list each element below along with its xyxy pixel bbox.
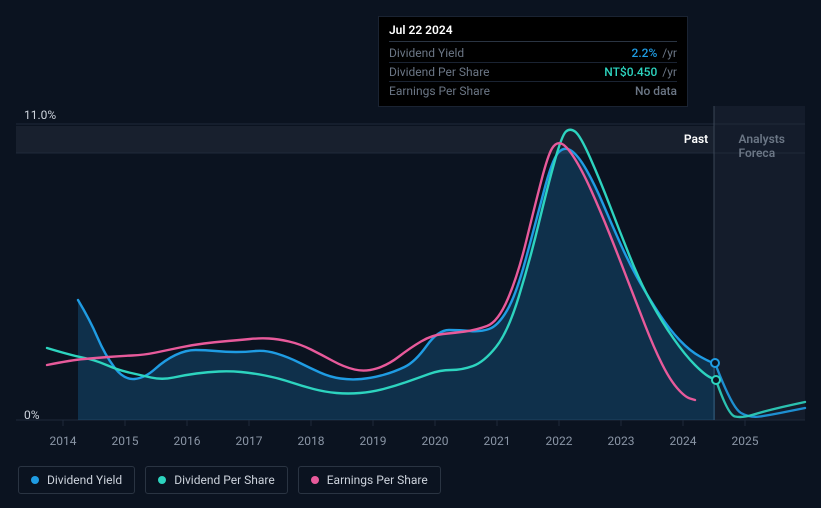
tooltip-row-value: NT$0.450 /yr (604, 65, 677, 79)
legend-label: Dividend Per Share (174, 473, 275, 487)
legend-item[interactable]: Dividend Per Share (145, 466, 288, 494)
tooltip-row-value: No data (635, 84, 677, 98)
x-axis-label: 2025 (732, 434, 759, 448)
legend-label: Earnings Per Share (327, 473, 428, 487)
x-axis-label: 2016 (174, 434, 201, 448)
legend-item[interactable]: Dividend Yield (18, 466, 135, 494)
legend-dot (158, 476, 166, 484)
y-axis-min-label: 0% (24, 408, 40, 422)
x-axis-label: 2017 (236, 434, 263, 448)
x-axis-label: 2014 (50, 434, 77, 448)
x-axis-label: 2024 (670, 434, 697, 448)
legend-dot (31, 476, 39, 484)
x-axis-label: 2019 (360, 434, 387, 448)
x-axis-label: 2020 (422, 434, 449, 448)
tooltip-row: Dividend Per Share NT$0.450 /yr (389, 63, 677, 82)
tooltip-row-label: Dividend Yield (389, 46, 464, 60)
x-axis-label: 2021 (484, 434, 511, 448)
series-end-marker (711, 359, 719, 367)
dividend-chart: 11.0% 0% 2014 2015 2016 2017 2018 2019 2020 202… (0, 0, 821, 508)
legend-dot (311, 476, 319, 484)
tooltip-row-label: Earnings Per Share (389, 84, 490, 98)
x-axis-label: 2023 (608, 434, 635, 448)
x-axis-label: 2015 (112, 434, 139, 448)
x-axis-label: 2022 (546, 434, 573, 448)
section-label-forecast: Analysts Foreca (739, 132, 794, 160)
tooltip-date: Jul 22 2024 (389, 23, 677, 42)
y-axis-max-label: 11.0% (24, 108, 56, 122)
series-end-marker (712, 376, 720, 384)
tooltip-row: Earnings Per Share No data (389, 82, 677, 100)
tooltip-row: Dividend Yield 2.2% /yr (389, 44, 677, 63)
tooltip-row-value: 2.2% /yr (632, 46, 677, 60)
tooltip-row-label: Dividend Per Share (389, 65, 490, 79)
chart-legend: Dividend Yield Dividend Per Share Earnings… (18, 466, 441, 494)
chart-tooltip: Jul 22 2024 Dividend Yield2.2% /yrDivide… (378, 16, 688, 107)
series-fill (78, 149, 715, 420)
legend-item[interactable]: Earnings Per Share (298, 466, 441, 494)
section-label-past: Past (684, 132, 708, 146)
x-axis-label: 2018 (298, 434, 325, 448)
legend-label: Dividend Yield (47, 473, 122, 487)
